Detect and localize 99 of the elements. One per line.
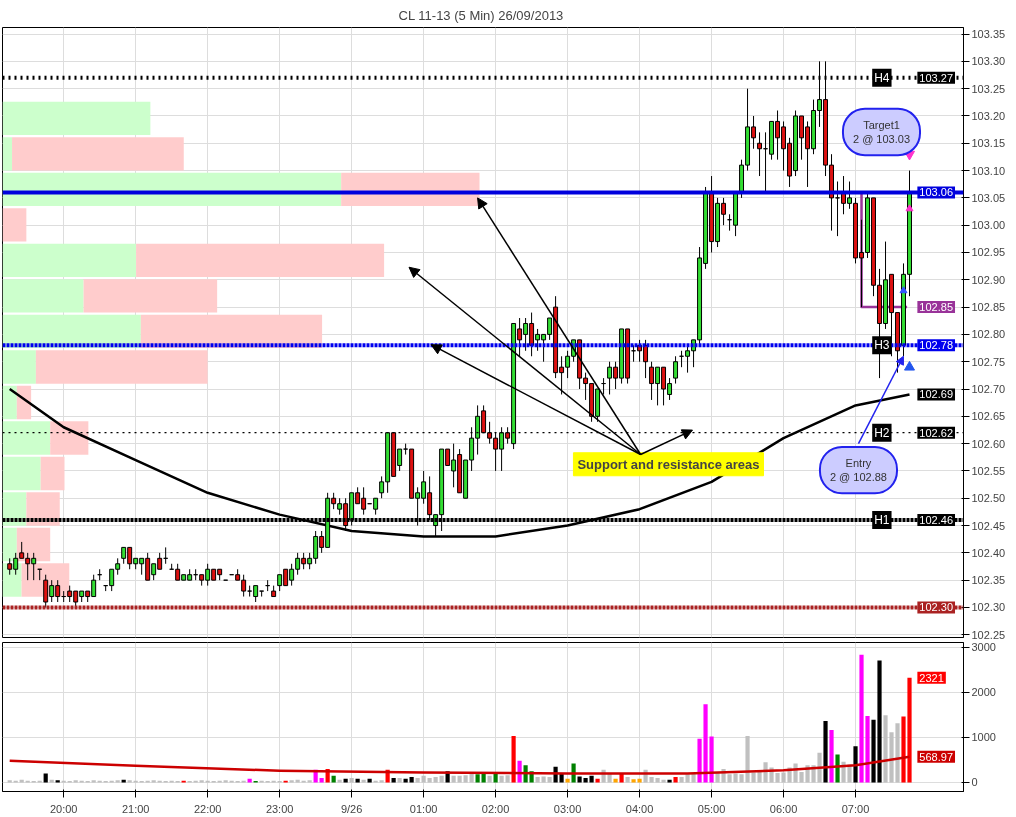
bar <box>475 774 480 783</box>
bar <box>2 385 17 420</box>
bar <box>565 778 570 783</box>
bar <box>2 137 13 171</box>
x-tick-label: 05:00 <box>697 802 726 815</box>
candlestick <box>259 590 265 598</box>
y-tick-label: 102.65 <box>971 410 1006 423</box>
bar <box>26 492 60 526</box>
y-tick-label: 103.05 <box>971 191 1006 204</box>
candlestick <box>757 131 763 177</box>
bar <box>2 350 36 384</box>
annotation: 102.85 <box>919 301 954 314</box>
ref-line-label: H3 <box>874 338 890 353</box>
annotation: 102.78 <box>919 339 954 352</box>
bar <box>2 527 17 562</box>
ref-line-label: H4 <box>874 70 890 85</box>
bar <box>595 778 600 783</box>
bar <box>50 421 89 455</box>
bar <box>12 137 184 171</box>
x-tick-label: 06:00 <box>769 802 798 815</box>
bar <box>673 777 678 783</box>
y-tick-label: 102.80 <box>971 328 1006 341</box>
bar <box>2 421 51 455</box>
bar <box>35 350 208 384</box>
annotation: 2321 <box>919 671 944 684</box>
y-tick-label: 102.40 <box>971 546 1006 559</box>
y-tick-label: 2000 <box>971 686 996 699</box>
bar <box>136 243 385 278</box>
bar <box>463 775 468 783</box>
bar <box>2 314 141 349</box>
annotation: 103.27 <box>919 71 954 84</box>
bar <box>16 527 51 562</box>
ref-line-label: H1 <box>874 513 890 528</box>
y-tick-label: 103.20 <box>971 109 1006 122</box>
bar <box>667 779 672 783</box>
y-tick-label: 103.25 <box>971 82 1006 95</box>
x-tick-label: 9/26 <box>340 802 363 815</box>
annotation: Entry 2 @ 102.88 <box>829 456 887 484</box>
bar <box>511 735 516 783</box>
x-tick-label: 23:00 <box>265 802 294 815</box>
y-tick-label: 102.70 <box>971 383 1006 396</box>
bar <box>43 773 48 783</box>
x-tick-label: 20:00 <box>49 802 78 815</box>
bar <box>853 746 858 783</box>
x-tick-label: 07:00 <box>841 802 870 815</box>
bar <box>487 775 492 783</box>
bar <box>2 243 137 278</box>
x-tick-label: 04:00 <box>625 802 654 815</box>
bar <box>625 777 630 783</box>
point <box>899 286 908 294</box>
bar <box>2 279 84 313</box>
x-tick-label: 03:00 <box>553 802 582 815</box>
chart-title: CL 11-13 (5 Min) 26/09/2013 <box>398 7 564 23</box>
bar <box>2 101 151 136</box>
x-tick-label: 21:00 <box>121 802 150 815</box>
bar <box>2 456 41 491</box>
bar <box>517 760 522 783</box>
annotation: 103.06 <box>919 186 954 199</box>
bar <box>829 730 834 783</box>
ref-line-label: H2 <box>874 425 890 440</box>
bar <box>493 772 498 783</box>
y-tick-label: 102.45 <box>971 519 1006 532</box>
bar <box>613 778 618 783</box>
y-tick-label: 103.15 <box>971 137 1006 150</box>
bar <box>83 279 218 313</box>
bar <box>40 456 65 491</box>
annotation: Target1 2 @ 103.03 <box>852 118 911 146</box>
y-tick-label: 103.35 <box>971 28 1006 41</box>
y-tick-label: 3000 <box>971 641 996 654</box>
annotation: Support and resistance areas <box>577 456 760 472</box>
y-tick-label: 1000 <box>971 731 996 744</box>
y-tick-label: 102.30 <box>971 601 1006 614</box>
annotation: 568.97 <box>919 750 954 763</box>
annotation: 102.30 <box>919 601 954 614</box>
y-tick-label: 102.90 <box>971 273 1006 286</box>
candlestick <box>673 355 679 385</box>
x-tick-label: 02:00 <box>481 802 510 815</box>
y-tick-label: 102.85 <box>971 301 1006 314</box>
bar <box>140 314 323 349</box>
y-tick-label: 102.95 <box>971 246 1006 259</box>
line-series <box>8 755 911 775</box>
y-tick-label: 102.60 <box>971 437 1006 450</box>
point <box>904 360 916 371</box>
y-tick-label: 102.75 <box>971 355 1006 368</box>
y-tick-label: 102.25 <box>971 628 1006 641</box>
y-tick-label: 102.50 <box>971 492 1006 505</box>
x-tick-label: 01:00 <box>409 802 438 815</box>
y-tick-label: 0 <box>971 776 978 789</box>
y-tick-label: 102.35 <box>971 574 1006 587</box>
y-tick-label: 102.55 <box>971 464 1006 477</box>
y-tick-label: 103.30 <box>971 55 1006 68</box>
bar <box>823 721 828 783</box>
annotation: 102.62 <box>919 426 954 439</box>
y-tick-label: 103.00 <box>971 219 1006 232</box>
bar <box>2 208 27 242</box>
y-tick-label: 103.10 <box>971 164 1006 177</box>
x-tick-label: 22:00 <box>193 802 222 815</box>
annotation: 102.46 <box>919 514 954 527</box>
annotation: 102.69 <box>919 388 954 401</box>
